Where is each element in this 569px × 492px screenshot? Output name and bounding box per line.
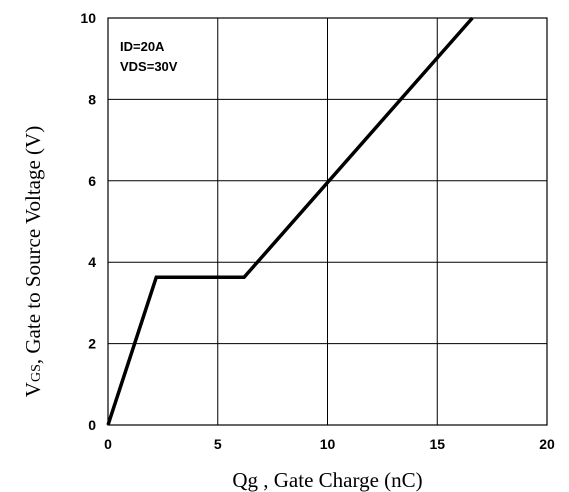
y-axis-label: VGS, Gate to Source Voltage (V) [21,126,45,397]
y-tick-labels: 0 2 4 6 8 10 [80,10,96,433]
annotation-vds: VDS=30V [120,59,178,74]
series-line [106,16,474,426]
y-tick-label: 8 [88,91,96,107]
x-tick-label: 15 [429,436,445,452]
y-tick-label: 10 [80,10,96,26]
y-tick-label: 2 [88,336,96,352]
y-tick-label: 0 [88,417,96,433]
x-tick-label: 5 [214,436,222,452]
y-tick-label: 4 [88,254,96,270]
x-tick-label: 20 [539,436,555,452]
x-tick-label: 0 [104,436,112,452]
y-axis-label-sub: GS [29,364,44,382]
grid [108,18,547,425]
x-tick-label: 10 [320,436,336,452]
plot-frame [107,17,548,426]
x-tick-labels: 0 5 10 15 20 [104,436,555,452]
y-axis-label-rest: , Gate to Source Voltage (V) [21,126,45,364]
y-axis-label-main: V [21,382,45,397]
y-tick-label: 6 [88,173,96,189]
x-axis-label: Qg , Gate Charge (nC) [232,468,422,492]
annotation-id: ID=20A [120,39,165,54]
